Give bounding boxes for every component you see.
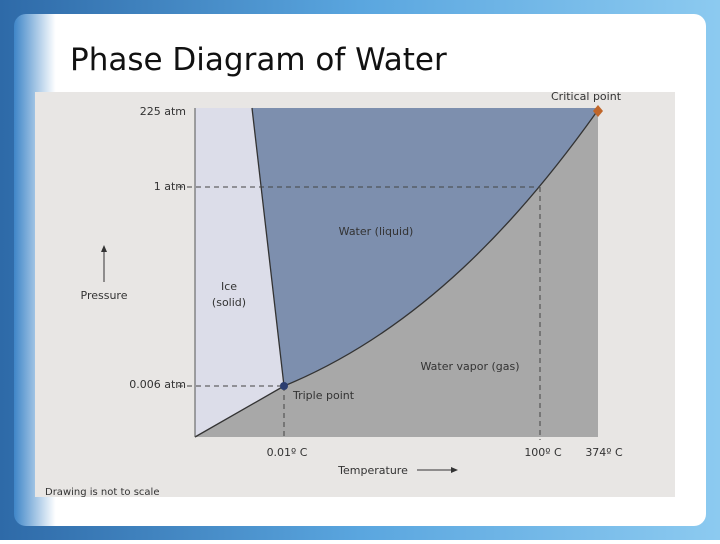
- pressure-arrowhead: [101, 245, 107, 252]
- temperature-arrowhead: [451, 467, 458, 473]
- fusion-line: [251, 107, 285, 387]
- region-label: Water (liquid): [339, 225, 414, 238]
- pressure-label: 225 atm: [140, 105, 186, 118]
- vapor-region: [195, 110, 598, 437]
- region-label: (solid): [212, 296, 246, 309]
- temperature-label: 0.01º C: [267, 446, 308, 459]
- guides: [178, 186, 541, 440]
- slide-title: Phase Diagram of Water: [70, 42, 447, 78]
- phase-boundary: [194, 109, 599, 438]
- x-axis-label: Temperature: [337, 464, 408, 477]
- pressure-label: 1 atm: [154, 180, 186, 193]
- region-label: Water vapor (gas): [420, 360, 519, 373]
- y-axis-label: Pressure: [81, 289, 128, 302]
- point-label: Critical point: [551, 90, 622, 103]
- temperature-label: 100º C: [524, 446, 562, 459]
- liquid-region: [252, 108, 598, 386]
- triple-point-marker: [280, 382, 288, 390]
- temperature-label: 374º C: [585, 446, 623, 459]
- region-label: Ice: [221, 280, 237, 293]
- pressure-label: 0.006 atm: [129, 378, 186, 391]
- critical-point-marker: [593, 105, 603, 117]
- note: Drawing is not to scale: [45, 487, 159, 498]
- point-label: Triple point: [292, 389, 355, 402]
